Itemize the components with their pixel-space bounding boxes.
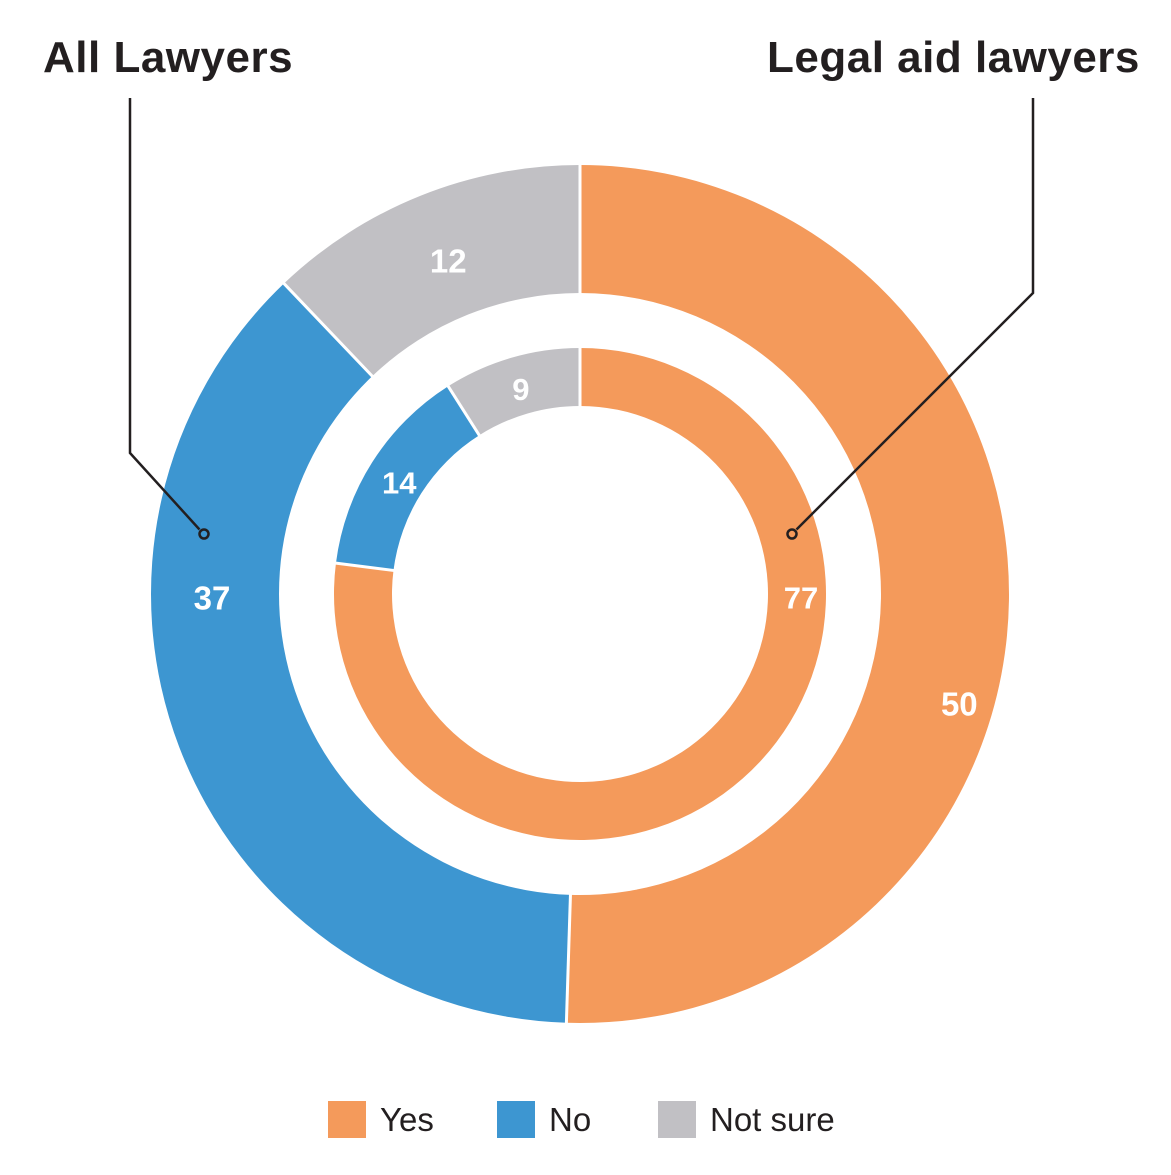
legend-label-yes: Yes	[380, 1101, 434, 1138]
value-label-outer-yes: 50	[941, 686, 978, 723]
outer-ring-title: All Lawyers	[43, 33, 294, 82]
value-label-inner-no: 14	[382, 466, 417, 501]
legend-item-no: No	[497, 1101, 591, 1138]
slice-inner-not-sure	[448, 348, 580, 436]
slice-inner-no	[335, 386, 480, 571]
slice-separator	[281, 281, 375, 379]
leader-dot	[198, 528, 210, 540]
leader-line-legal-aid-lawyers	[795, 98, 1035, 531]
value-label-outer-not-sure: 12	[430, 243, 467, 280]
legend-swatch-yes	[328, 1101, 366, 1138]
slice-outer-not-sure	[283, 165, 580, 377]
legend: Yes No Not sure	[0, 1101, 1171, 1141]
slice-outer-yes	[566, 165, 1010, 1023]
value-label-inner-yes: 77	[784, 580, 818, 615]
legend-swatch-no	[497, 1101, 535, 1138]
slice-separator	[445, 383, 482, 438]
value-label-outer-no: 37	[194, 579, 231, 616]
legend-swatch-not-sure	[658, 1101, 696, 1138]
value-label-inner-not-sure: 9	[512, 372, 529, 407]
slice-outer-no	[151, 283, 571, 1023]
legend-item-not-sure: Not sure	[658, 1101, 835, 1138]
leader-dot	[786, 528, 798, 540]
slice-separator	[333, 561, 396, 573]
inner-ring-title: Legal aid lawyers	[767, 33, 1140, 82]
slice-separator	[564, 892, 573, 1025]
leader-line-all-lawyers	[128, 98, 201, 531]
legend-label-not-sure: Not sure	[710, 1101, 835, 1138]
legend-label-no: No	[549, 1101, 592, 1138]
legend-item-yes: Yes	[328, 1101, 434, 1138]
